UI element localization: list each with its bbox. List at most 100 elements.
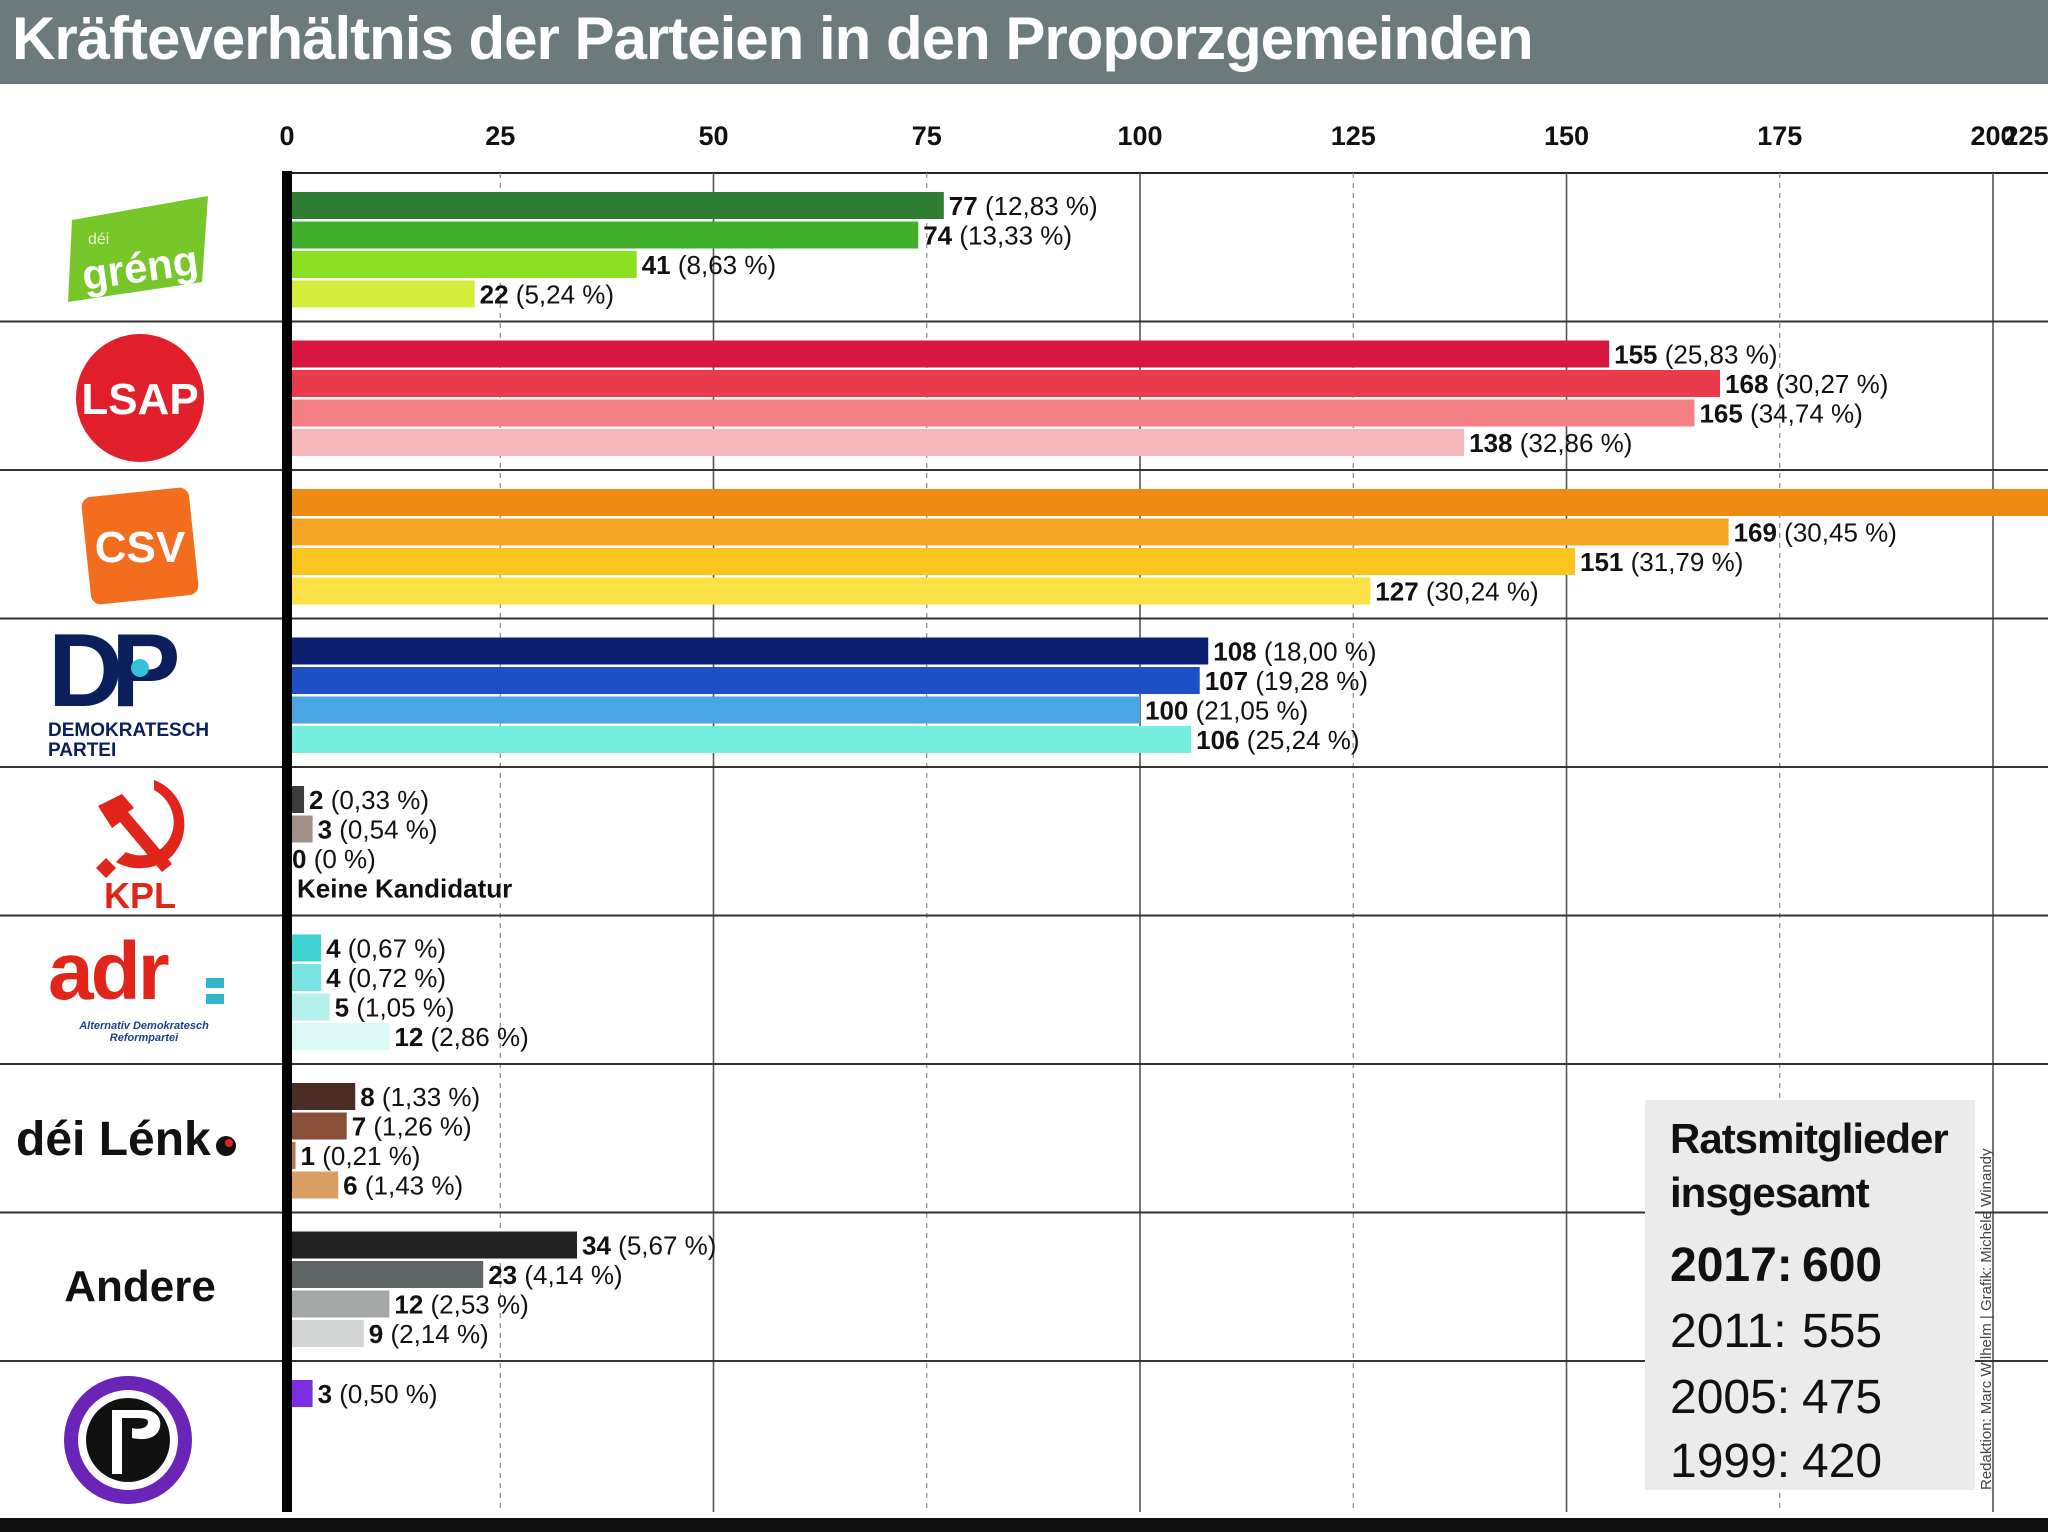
bar	[287, 1231, 578, 1259]
totals-row: 1999: 420	[1670, 1434, 1882, 1489]
dp-logo-sub-1: DEMOKRATESCH	[48, 720, 210, 741]
bar-percent: (31,79 %)	[1623, 547, 1743, 577]
bar-value-label: 8 (1,33 %)	[360, 1082, 480, 1112]
bar	[287, 934, 322, 962]
bar	[287, 192, 944, 219]
totals-row: 2017: 600	[1670, 1238, 1882, 1293]
bar-value: 138	[1469, 428, 1512, 458]
pirate-flag-icon	[112, 1410, 161, 1474]
bar-value-label: 3 (0,50 %)	[318, 1379, 438, 1409]
totals-title-line1: Ratsmitglieder	[1670, 1115, 1949, 1162]
bars-layer	[287, 192, 2048, 1407]
totals-box: Ratsmitglieder insgesamt 2017: 600 2011: 5…	[1645, 1100, 1975, 1490]
bar-value: 168	[1725, 369, 1768, 399]
bar-value-label: 77 (12,83 %)	[949, 191, 1098, 221]
bar-value-label: 74 (13,33 %)	[923, 221, 1072, 251]
bar-value: 74	[923, 221, 952, 251]
csv-logo-text: CSV	[95, 523, 186, 572]
bar-value-label: 4 (0,72 %)	[326, 963, 446, 993]
bar-value: 9	[369, 1319, 383, 1349]
bar-value-label: 0 (0 %)	[292, 844, 376, 874]
adr-logo: adr Alternativ Demokratesch Reformpartei	[48, 930, 238, 1050]
bar-value: 108	[1213, 637, 1256, 667]
bar	[287, 696, 1140, 724]
bar	[287, 280, 475, 308]
credit-line: Redaktion: Marc Wilhelm | Grafik: Michèl…	[1978, 1148, 1995, 1491]
dei-lenk-logo-text: déi Lénk	[16, 1113, 211, 1166]
bar	[287, 221, 919, 249]
bar-value: 34	[582, 1231, 611, 1261]
adr-logo-sub-1: Alternativ Demokratesch	[79, 1020, 209, 1032]
bar-value-label: 23 (4,14 %)	[488, 1260, 622, 1290]
bar-percent: (0,72 %)	[341, 963, 447, 993]
bar-percent: (0,50 %)	[332, 1379, 438, 1409]
bar	[287, 340, 1610, 368]
bar-value-label: 165 (34,74 %)	[1699, 399, 1862, 429]
dei-greng-logo: déi gréng	[68, 196, 208, 302]
title-bar: Kräfteverhältnis der Parteien in den Pro…	[0, 0, 2048, 84]
bar-value: 41	[642, 250, 671, 280]
bar-percent: (1,43 %)	[358, 1171, 464, 1201]
bar-value-label: 127 (30,24 %)	[1375, 577, 1538, 607]
bar	[287, 399, 1695, 427]
totals-year: 2017:	[1670, 1239, 1793, 1292]
totals-value: 555	[1802, 1305, 1883, 1358]
x-tick-label: 50	[698, 121, 728, 151]
bar-value-label: 41 (8,63 %)	[642, 250, 776, 280]
bar-value-label: 12 (2,53 %)	[394, 1290, 528, 1320]
adr-logo-sub-2: Reformpartei	[109, 1032, 179, 1044]
party-group	[287, 934, 390, 1050]
bar-value-label: 3 (0,54 %)	[318, 815, 438, 845]
bar-value: 2	[309, 785, 323, 815]
bar-value: 107	[1205, 666, 1248, 696]
x-tick-label: 125	[1331, 121, 1376, 151]
bar	[287, 964, 322, 991]
bar-value: 106	[1196, 725, 1239, 755]
bar-value: 4	[326, 963, 341, 993]
andere-label: Andere	[64, 1262, 216, 1311]
bar	[287, 1083, 356, 1110]
bar	[287, 726, 1192, 753]
dei-lenk-logo: déi Lénk	[16, 1112, 256, 1172]
bar-value: 0	[292, 844, 306, 874]
x-tick-label: 100	[1117, 121, 1162, 151]
bar-value-label: 107 (19,28 %)	[1205, 666, 1368, 696]
bar-value-label: 1 (0,21 %)	[301, 1141, 421, 1171]
bar-percent: (30,27 %)	[1768, 369, 1888, 399]
bar-value-label: 169 (30,45 %)	[1734, 518, 1897, 548]
dp-logo-mark: DP	[48, 613, 189, 729]
hammer-sickle-icon	[96, 780, 185, 878]
bar-percent: (4,14 %)	[517, 1260, 623, 1290]
bar	[287, 251, 637, 278]
bar	[287, 548, 1576, 575]
totals-value: 420	[1802, 1435, 1883, 1488]
kpl-logo: KPL	[96, 780, 185, 912]
bar	[287, 429, 1465, 456]
bar-value: 23	[488, 1260, 517, 1290]
bar-percent: (13,33 %)	[952, 221, 1072, 251]
bar-percent: (0,33 %)	[324, 785, 430, 815]
bar-value: 151	[1580, 547, 1623, 577]
bar-value: 169	[1734, 518, 1777, 548]
party-group	[287, 1231, 578, 1347]
bar-percent: (30,45 %)	[1777, 518, 1897, 548]
bar-percent: (30,24 %)	[1419, 577, 1539, 607]
adr-logo-dash	[206, 978, 224, 988]
bar-percent: (12,83 %)	[978, 191, 1098, 221]
bar-percent: (18,00 %)	[1257, 637, 1377, 667]
party-group	[287, 489, 2048, 605]
bar-percent: (0 %)	[306, 844, 375, 874]
bar	[287, 1171, 339, 1199]
bar-percent: (0,54 %)	[332, 815, 438, 845]
x-tick-label: 25	[485, 121, 515, 151]
bar-value: 7	[352, 1112, 366, 1142]
bar-value-label: 9 (2,14 %)	[369, 1319, 489, 1349]
dei-greng-logo-small: déi	[88, 231, 109, 248]
bar-value: 6	[343, 1171, 357, 1201]
bar	[287, 1290, 390, 1318]
bar-percent: (2,53 %)	[423, 1290, 529, 1320]
bar	[287, 1112, 347, 1140]
bar-value-label: 2 (0,33 %)	[309, 785, 429, 815]
bar-value-label: 155 (25,83 %)	[1614, 340, 1777, 370]
